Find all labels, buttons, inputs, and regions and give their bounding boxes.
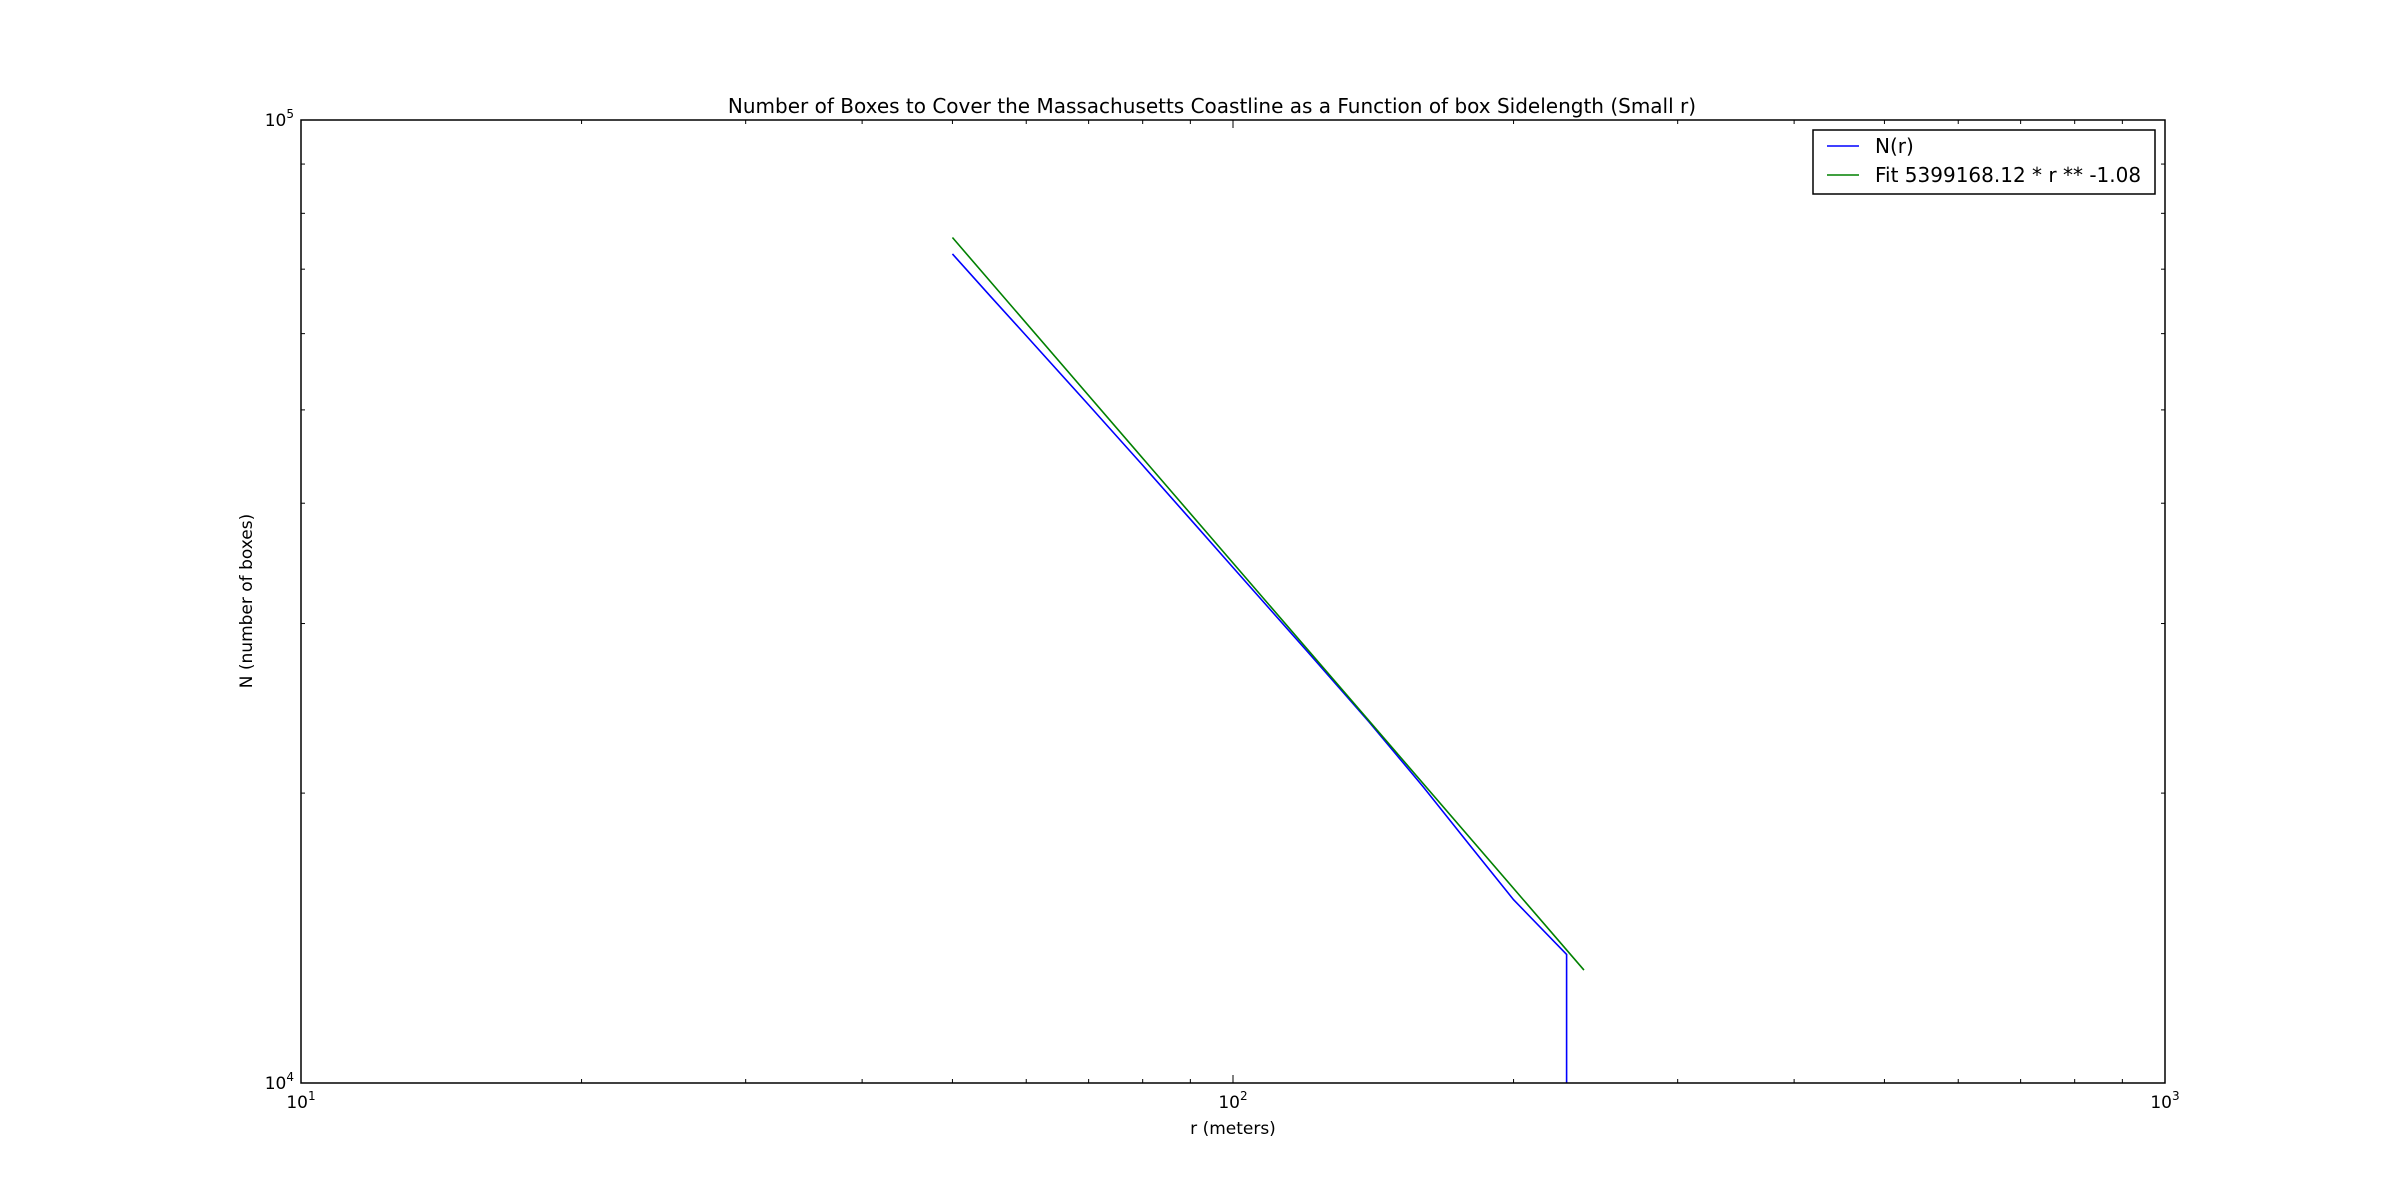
legend-box <box>1812 129 2156 195</box>
chart-title: Number of Boxes to Cover the Massachuset… <box>728 94 1696 118</box>
legend-label-fit: Fit 5399168.12 * r ** -1.08 <box>1875 163 2141 187</box>
y-tick-label: 104 <box>265 1070 294 1094</box>
legend-label-nr: N(r) <box>1875 134 1914 158</box>
y-axis-label: N (number of boxes) <box>237 514 257 688</box>
plot-frame <box>300 119 2166 1084</box>
x-tick-label: 101 <box>286 1089 315 1113</box>
series-line-fit <box>951 237 1585 971</box>
series-layer <box>951 237 1585 1083</box>
legend: N(r) Fit 5399168.12 * r ** -1.08 <box>1812 129 2156 195</box>
x-axis-label: r (meters) <box>1190 1119 1276 1139</box>
x-tick-label: 103 <box>2150 1089 2179 1113</box>
x-tick-label: 102 <box>1218 1089 1247 1113</box>
series-line-nr <box>951 253 1568 1083</box>
y-tick-label: 105 <box>265 107 294 131</box>
axis-tick-labels: 101 102 103 104 105 <box>265 107 2180 1113</box>
